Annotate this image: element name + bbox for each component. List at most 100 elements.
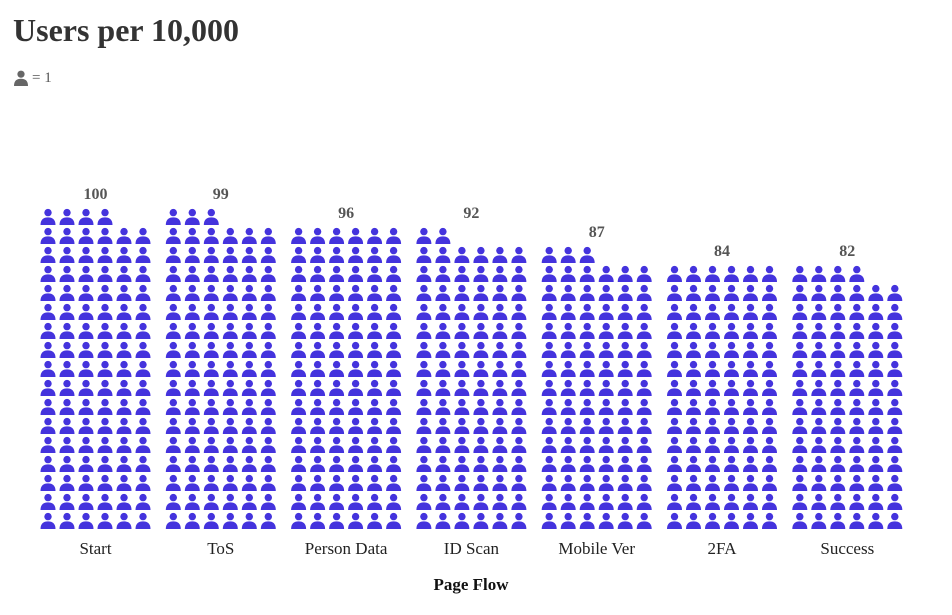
person-mark bbox=[473, 322, 489, 339]
person-mark bbox=[78, 360, 94, 377]
person-mark bbox=[724, 322, 739, 339]
person-mark bbox=[260, 474, 276, 491]
person-mark bbox=[541, 360, 557, 377]
person-mark bbox=[40, 303, 56, 320]
person-mark bbox=[849, 474, 865, 491]
person-mark bbox=[40, 493, 56, 510]
legend: = 1 bbox=[13, 68, 52, 88]
person-mark bbox=[724, 265, 739, 282]
person-mark bbox=[310, 398, 326, 415]
person-mark bbox=[416, 227, 432, 244]
person-mark bbox=[135, 360, 151, 377]
person-mark bbox=[560, 436, 576, 453]
person-mark bbox=[887, 303, 903, 320]
person-mark bbox=[310, 512, 326, 529]
person-mark bbox=[291, 246, 307, 263]
person-mark bbox=[598, 436, 614, 453]
person-mark bbox=[222, 303, 238, 320]
person-mark bbox=[617, 341, 633, 358]
person-mark bbox=[203, 379, 219, 396]
person-mark bbox=[116, 474, 132, 491]
person-mark bbox=[329, 493, 345, 510]
person-mark bbox=[811, 474, 827, 491]
value-label: 99 bbox=[213, 186, 229, 203]
person-mark bbox=[849, 322, 865, 339]
person-mark bbox=[579, 398, 595, 415]
person-mark bbox=[705, 341, 720, 358]
person-mark bbox=[492, 284, 508, 301]
person-mark bbox=[762, 360, 777, 377]
person-mark bbox=[386, 341, 402, 358]
person-mark bbox=[454, 436, 470, 453]
person-mark bbox=[579, 455, 595, 472]
person-mark bbox=[59, 512, 75, 529]
person-mark bbox=[78, 265, 94, 282]
person-mark bbox=[222, 455, 238, 472]
person-mark bbox=[849, 398, 865, 415]
person-mark bbox=[241, 322, 257, 339]
person-mark bbox=[435, 265, 451, 282]
person-mark bbox=[59, 398, 75, 415]
person-mark bbox=[40, 474, 56, 491]
person-mark bbox=[386, 265, 402, 282]
person-mark bbox=[416, 512, 432, 529]
person-mark bbox=[849, 512, 865, 529]
person-mark bbox=[97, 512, 113, 529]
person-mark bbox=[454, 417, 470, 434]
person-mark bbox=[511, 322, 527, 339]
person-mark bbox=[135, 474, 151, 491]
person-mark bbox=[811, 417, 827, 434]
person-mark bbox=[887, 474, 903, 491]
person-mark bbox=[165, 474, 181, 491]
person-mark bbox=[40, 341, 56, 358]
person-mark bbox=[579, 512, 595, 529]
person-mark bbox=[310, 227, 326, 244]
person-mark bbox=[541, 341, 557, 358]
person-mark bbox=[203, 436, 219, 453]
person-mark bbox=[59, 227, 75, 244]
person-mark bbox=[667, 303, 682, 320]
person-mark bbox=[686, 417, 701, 434]
person-mark bbox=[579, 417, 595, 434]
person-mark bbox=[260, 246, 276, 263]
person-mark bbox=[386, 303, 402, 320]
person-mark bbox=[97, 227, 113, 244]
person-mark bbox=[78, 379, 94, 396]
person-mark bbox=[560, 417, 576, 434]
person-mark bbox=[743, 455, 758, 472]
person-mark bbox=[473, 436, 489, 453]
person-mark bbox=[849, 341, 865, 358]
person-mark bbox=[454, 322, 470, 339]
person-mark bbox=[560, 398, 576, 415]
person-mark bbox=[184, 284, 200, 301]
person-mark bbox=[724, 398, 739, 415]
person-mark bbox=[329, 303, 345, 320]
person-mark bbox=[762, 265, 777, 282]
person-mark bbox=[241, 417, 257, 434]
person-mark bbox=[310, 246, 326, 263]
person-mark bbox=[40, 227, 56, 244]
person-mark bbox=[762, 322, 777, 339]
person-mark bbox=[598, 398, 614, 415]
person-mark bbox=[830, 303, 846, 320]
person-mark bbox=[743, 417, 758, 434]
person-mark bbox=[435, 493, 451, 510]
person-mark bbox=[579, 379, 595, 396]
person-mark bbox=[184, 436, 200, 453]
person-mark bbox=[667, 417, 682, 434]
person-mark bbox=[165, 417, 181, 434]
person-mark bbox=[667, 322, 682, 339]
person-mark bbox=[310, 455, 326, 472]
person-mark bbox=[849, 265, 865, 282]
person-mark bbox=[579, 265, 595, 282]
person-mark bbox=[310, 265, 326, 282]
person-mark bbox=[329, 474, 345, 491]
person-mark bbox=[386, 417, 402, 434]
value-label: 92 bbox=[463, 205, 479, 222]
person-mark bbox=[78, 341, 94, 358]
person-mark bbox=[367, 246, 383, 263]
person-mark bbox=[40, 265, 56, 282]
person-mark bbox=[598, 493, 614, 510]
person-mark bbox=[667, 398, 682, 415]
person-mark bbox=[792, 493, 808, 510]
